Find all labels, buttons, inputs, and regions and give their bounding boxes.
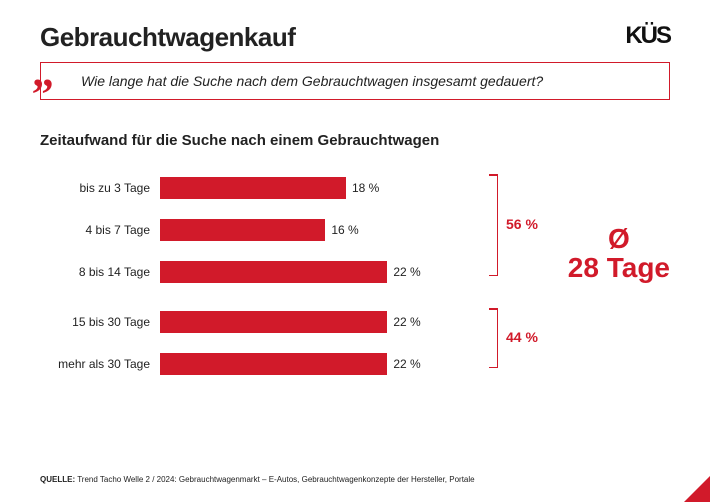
bar-value: 22 % bbox=[387, 311, 420, 333]
average-symbol: Ø bbox=[568, 225, 670, 253]
page: Gebrauchtwagenkauf KÜS „ Wie lange hat d… bbox=[0, 0, 710, 502]
bar-label: mehr als 30 Tage bbox=[40, 357, 160, 371]
bar-track: 16 % bbox=[160, 219, 480, 241]
bar-row: 8 bis 14 Tage 22 % bbox=[40, 256, 480, 288]
bar-track: 22 % bbox=[160, 353, 480, 375]
group-bracket bbox=[490, 308, 498, 368]
bar-value: 22 % bbox=[387, 353, 420, 375]
group-bracket-label: 44 % bbox=[506, 329, 538, 345]
logo: KÜS bbox=[625, 22, 670, 50]
bar-label: bis zu 3 Tage bbox=[40, 181, 160, 195]
chart-title: Zeitaufwand für die Suche nach einem Geb… bbox=[40, 132, 439, 149]
source-label: QUELLE: bbox=[40, 475, 75, 484]
logo-text: KÜS bbox=[625, 22, 670, 49]
bar bbox=[160, 311, 387, 333]
bar bbox=[160, 353, 387, 375]
bar-row: 4 bis 7 Tage 16 % bbox=[40, 214, 480, 246]
bar-chart: bis zu 3 Tage 18 % 4 bis 7 Tage 16 % 8 b… bbox=[40, 172, 480, 390]
bar bbox=[160, 261, 387, 283]
bar-label: 15 bis 30 Tage bbox=[40, 315, 160, 329]
bar-value: 18 % bbox=[346, 177, 379, 199]
corner-accent-icon bbox=[684, 476, 710, 502]
quote-box: Wie lange hat die Suche nach dem Gebrauc… bbox=[40, 62, 670, 100]
bar-label: 4 bis 7 Tage bbox=[40, 223, 160, 237]
bar-row: mehr als 30 Tage 22 % bbox=[40, 348, 480, 380]
source-text: Trend Tacho Welle 2 / 2024: Gebrauchtwag… bbox=[77, 475, 474, 484]
header: Gebrauchtwagenkauf KÜS bbox=[40, 22, 670, 53]
group-bracket bbox=[490, 174, 498, 276]
quote-text: Wie lange hat die Suche nach dem Gebrauc… bbox=[81, 73, 655, 89]
bar bbox=[160, 219, 325, 241]
page-title: Gebrauchtwagenkauf bbox=[40, 22, 295, 53]
bar-value: 16 % bbox=[325, 219, 358, 241]
bar-row: bis zu 3 Tage 18 % bbox=[40, 172, 480, 204]
average-callout: Ø 28 Tage bbox=[568, 225, 670, 284]
average-value: 28 Tage bbox=[568, 253, 670, 284]
bar-track: 22 % bbox=[160, 261, 480, 283]
source-line: QUELLE: Trend Tacho Welle 2 / 2024: Gebr… bbox=[40, 475, 475, 484]
bar-value: 22 % bbox=[387, 261, 420, 283]
bar-row: 15 bis 30 Tage 22 % bbox=[40, 306, 480, 338]
bar-track: 22 % bbox=[160, 311, 480, 333]
bar-label: 8 bis 14 Tage bbox=[40, 265, 160, 279]
bar-track: 18 % bbox=[160, 177, 480, 199]
bar bbox=[160, 177, 346, 199]
group-bracket-label: 56 % bbox=[506, 216, 538, 232]
